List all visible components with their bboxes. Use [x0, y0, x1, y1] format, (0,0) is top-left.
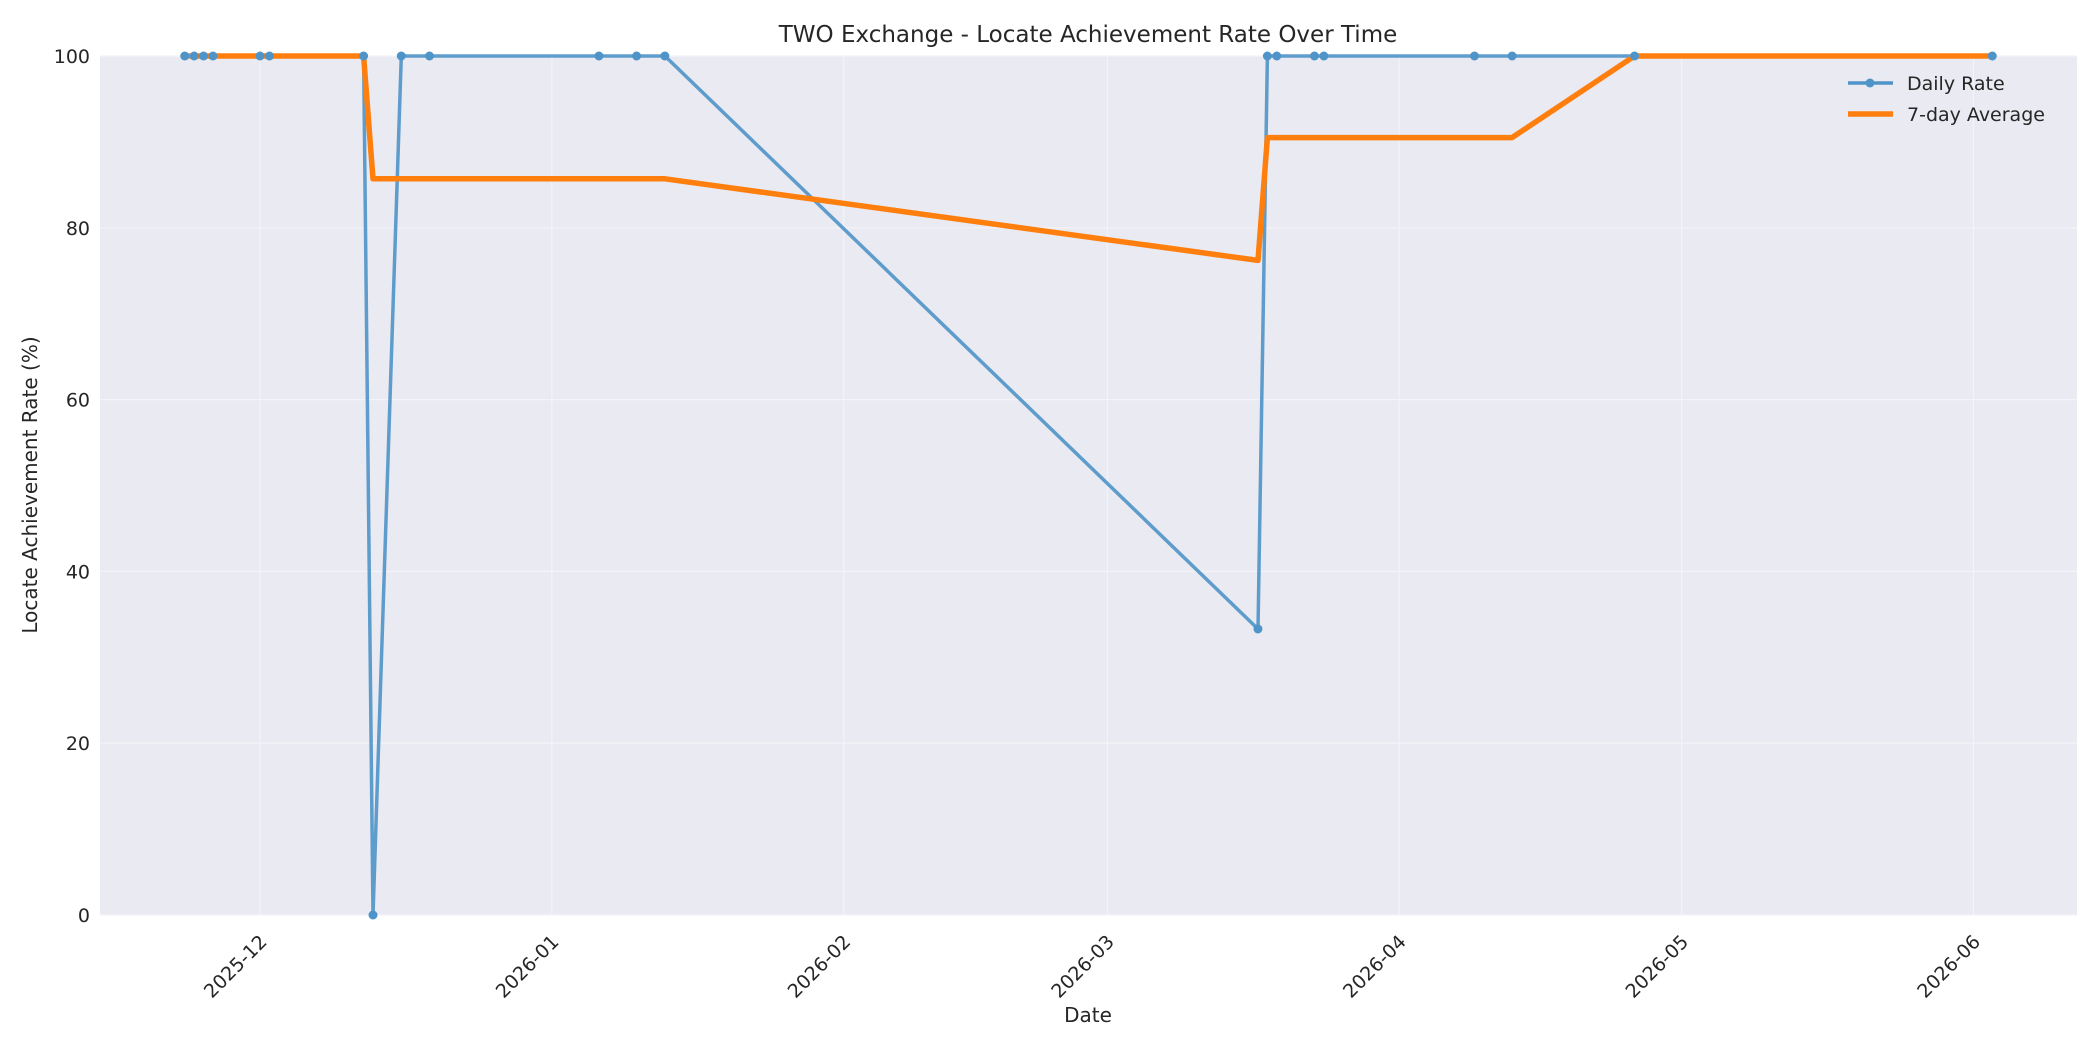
y-tick-label: 80: [66, 218, 90, 240]
legend-daily-rate-label: Daily Rate: [1907, 73, 2005, 95]
daily-rate-point: [1319, 51, 1329, 61]
legend-7day-average-label: 7-day Average: [1907, 104, 2045, 126]
x-axis-label: Date: [1064, 1003, 1112, 1027]
daily-rate-point: [1469, 51, 1479, 61]
plot-area: [100, 56, 2077, 915]
daily-rate-point: [359, 51, 369, 61]
daily-rate-point: [199, 51, 209, 61]
y-tick-label: 20: [66, 733, 90, 755]
daily-rate-point: [1272, 51, 1282, 61]
daily-rate-point: [632, 51, 642, 61]
y-tick-label: 60: [66, 390, 90, 412]
x-tick-label: 2026-01: [492, 931, 564, 1003]
daily-rate-point: [189, 51, 199, 61]
daily-rate-point: [180, 51, 190, 61]
daily-rate-point: [1262, 51, 1272, 61]
daily-rate-point: [594, 51, 604, 61]
daily-rate-point: [1507, 51, 1517, 61]
daily-rate-point: [1309, 51, 1319, 61]
daily-rate-point: [255, 51, 265, 61]
y-axis-ticks: 0 20 40 60 80 100: [54, 46, 90, 927]
x-tick-label: 2026-03: [1047, 931, 1119, 1003]
daily-rate-point: [660, 51, 670, 61]
daily-rate-point: [264, 51, 274, 61]
legend-daily-rate-marker: [1865, 78, 1875, 88]
7day-average-line: [184, 53, 1993, 264]
daily-rate-point: [1630, 51, 1640, 61]
daily-rate-point: [396, 51, 406, 61]
x-tick-label: 2026-05: [1621, 931, 1693, 1003]
daily-rate-point: [425, 51, 434, 61]
series-layer: [180, 51, 1997, 920]
x-axis-ticks: 2025-12 2026-01 2026-02 2026-03 2026-04 2026-…: [200, 931, 1985, 1003]
y-tick-label: 0: [78, 905, 90, 927]
x-tick-label: 2026-06: [1913, 931, 1985, 1003]
daily-rate-point: [368, 910, 378, 920]
y-tick-label: 100: [54, 46, 90, 68]
legend: Daily Rate 7-day Average: [1848, 73, 2045, 126]
y-axis-label: Locate Achievement Rate (%): [18, 336, 42, 633]
y-tick-label: 40: [66, 561, 90, 583]
x-tick-label: 2026-02: [784, 931, 856, 1003]
x-tick-label: 2026-04: [1339, 931, 1411, 1003]
daily-rate-point: [1987, 51, 1997, 61]
daily-rate-point: [208, 51, 218, 61]
daily-rate-point: [1253, 624, 1263, 634]
x-tick-label: 2025-12: [200, 931, 272, 1003]
chart-title: TWO Exchange - Locate Achievement Rate O…: [778, 22, 1398, 48]
